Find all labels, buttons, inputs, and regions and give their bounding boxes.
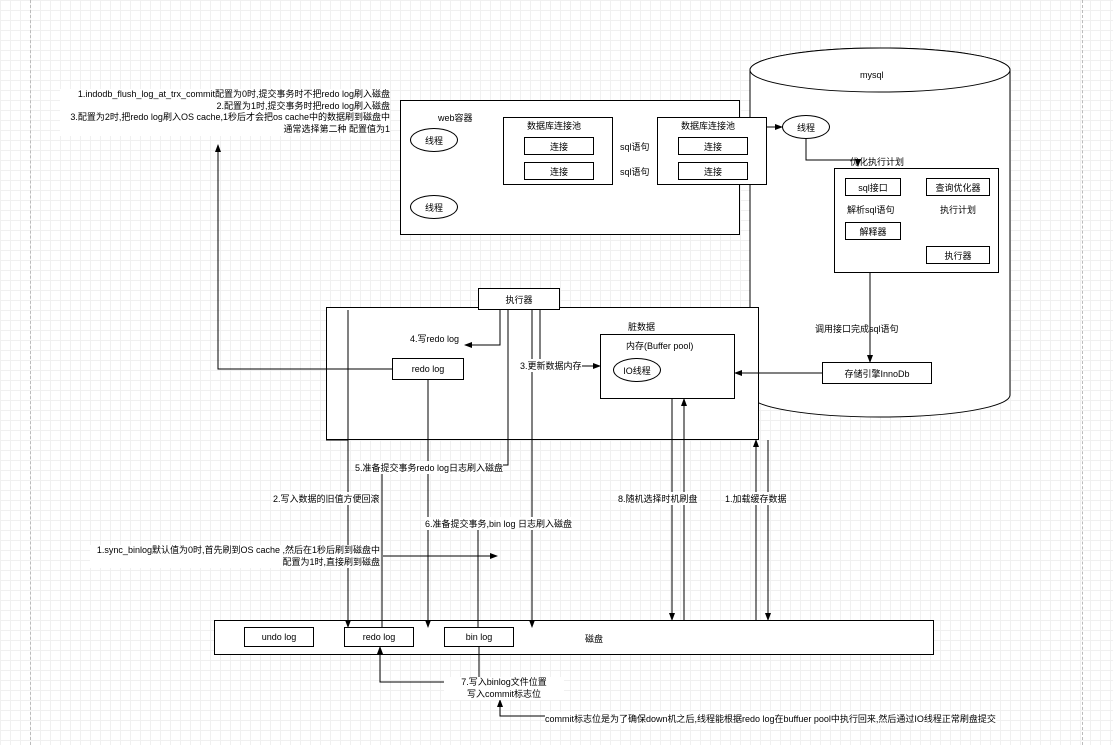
thread-2: 线程 xyxy=(410,195,458,219)
thread-1-label: 线程 xyxy=(425,134,443,147)
mysql-thread: 线程 xyxy=(782,115,830,139)
note-innodb: 1.indodb_flush_log_at_trx_commit配置为0时,提交… xyxy=(60,89,390,136)
mid-executor-label: 执行器 xyxy=(505,293,532,306)
pool2-conn2: 连接 xyxy=(678,162,748,180)
call-interface-label: 调用接口完成sql语句 xyxy=(815,322,899,335)
plan-title: 优化执行计划 xyxy=(850,155,904,168)
web-title: web容器 xyxy=(438,111,473,124)
io-thread: IO线程 xyxy=(613,358,661,382)
pool2-conn1: 连接 xyxy=(678,137,748,155)
executor-label: 执行器 xyxy=(944,249,971,262)
pool1-conn1: 连接 xyxy=(524,137,594,155)
optimizer: 查询优化器 xyxy=(926,178,990,196)
thread-1: 线程 xyxy=(410,128,458,152)
undo-log: undo log xyxy=(244,627,314,647)
pool1-conn2-label: 连接 xyxy=(550,165,568,178)
mysql-thread-label: 线程 xyxy=(797,121,815,134)
step5-label: 5.准备提交事务redo log日志刷入磁盘 xyxy=(355,461,503,474)
step8-label: 8.随机选择时机刷盘 xyxy=(618,492,698,505)
redo-log-mid: redo log xyxy=(392,358,464,380)
executor: 执行器 xyxy=(926,246,990,264)
parser: 解释器 xyxy=(845,222,901,240)
pool2-title: 数据库连接池 xyxy=(681,119,735,132)
pool1-conn1-label: 连接 xyxy=(550,140,568,153)
storage-engine-label: 存储引擎InnoDb xyxy=(844,367,909,380)
disk-container xyxy=(214,620,934,655)
step6-label: 6.准备提交事务,bin log 日志刷入磁盘 xyxy=(425,517,572,530)
io-thread-label: IO线程 xyxy=(623,364,651,377)
parse-sql-label: 解析sql语句 xyxy=(847,203,895,216)
diagram-canvas: mysql 1.indodb_flush_log_at_trx_commit配置… xyxy=(0,0,1113,745)
pool2-conn2-label: 连接 xyxy=(704,165,722,178)
mid-executor: 执行器 xyxy=(478,288,560,310)
step1-label: 1.加载缓存数据 xyxy=(725,492,787,505)
sql-label-2: sql语句 xyxy=(620,165,650,178)
sql-label-1: sql语句 xyxy=(620,140,650,153)
step2-label: 2.写入数据的旧值方便回滚 xyxy=(273,492,380,505)
bin-log-label: bin log xyxy=(466,632,493,642)
exec-plan-label: 执行计划 xyxy=(940,203,976,216)
parser-label: 解释器 xyxy=(859,225,886,238)
redo-log-disk-label: redo log xyxy=(363,632,396,642)
pool1-conn2: 连接 xyxy=(524,162,594,180)
redo-log-mid-label: redo log xyxy=(412,364,445,374)
cylinder-label: mysql xyxy=(860,70,884,80)
thread-2-label: 线程 xyxy=(425,201,443,214)
bin-log: bin log xyxy=(444,627,514,647)
note-commit: commit标志位是为了确保down机之后,线程能根据redo log在buff… xyxy=(545,712,996,725)
step4-label: 4.写redo log xyxy=(410,332,459,345)
pool2-conn1-label: 连接 xyxy=(704,140,722,153)
sql-interface-label: sql接口 xyxy=(858,181,888,194)
buffer-pool-label: 内存(Buffer pool) xyxy=(626,339,693,352)
step7-label: 7.写入binlog文件位置 写入commit标志位 xyxy=(444,677,564,700)
optimizer-label: 查询优化器 xyxy=(935,181,980,194)
note-sync-binlog: 1.sync_binlog默认值为0时,首先刷到OS cache ,然后在1秒后… xyxy=(90,545,380,568)
dirty-data-label: 脏数据 xyxy=(628,320,655,333)
redo-log-disk: redo log xyxy=(344,627,414,647)
storage-engine: 存储引擎InnoDb xyxy=(822,362,932,384)
undo-log-label: undo log xyxy=(262,632,297,642)
step3-label: 3.更新数据内存 xyxy=(520,359,582,372)
disk-title: 磁盘 xyxy=(585,632,603,645)
sql-interface: sql接口 xyxy=(845,178,901,196)
pool1-title: 数据库连接池 xyxy=(527,119,581,132)
